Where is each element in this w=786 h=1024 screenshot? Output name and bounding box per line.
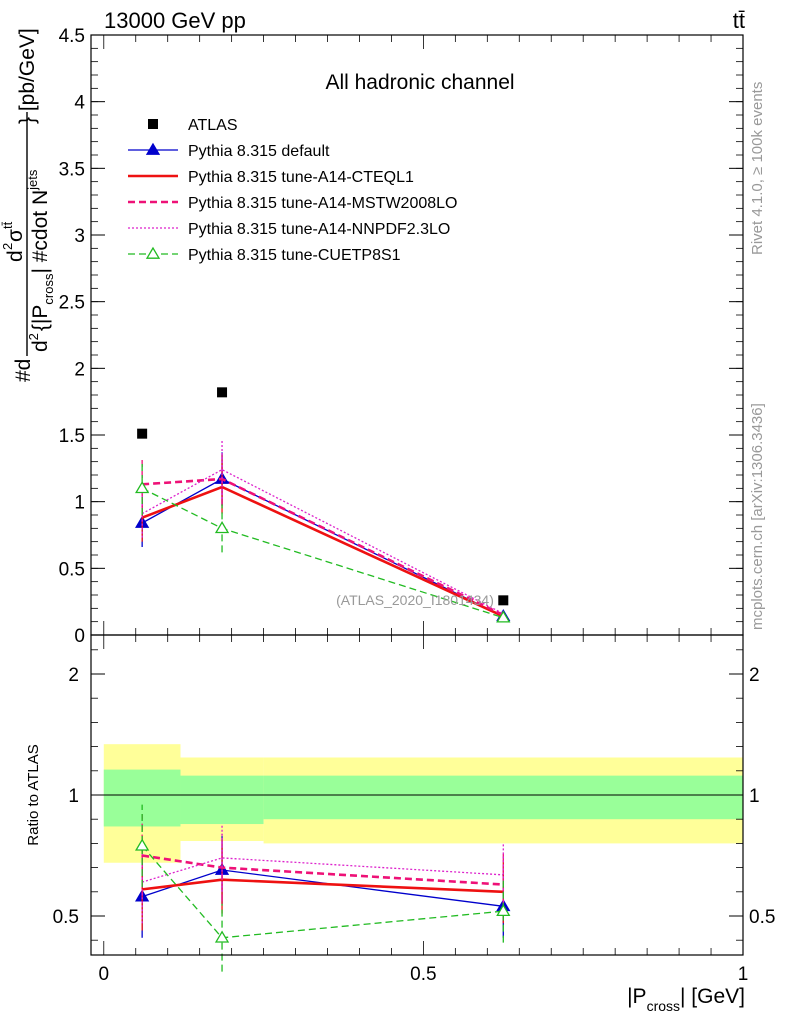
ratio-y-tick-label: 1 [68,786,79,807]
legend-swatch-marker [148,119,158,129]
ratio-y-tick-label-right: 1 [749,786,760,807]
ratio-y-tick-label-right: 0.5 [749,907,775,928]
main-y-tick-label: 3.5 [59,159,85,180]
ratio-y-label: Ratio to ATLAS [25,744,42,845]
main-series-line [141,468,504,615]
ylabel-brace-close: } [pb/GeV] [16,28,39,124]
ylabel-den-sub: cross [41,273,56,305]
ratio-panel: 2 21 10.5 0.5 0 0.5 1 Ratio to ATLAS [25,634,775,985]
xlabel-tail: | [GeV] [680,985,745,1008]
ratio-y-tick-label: 0.5 [53,907,79,928]
ylabel-den-sup: 2 [26,333,41,340]
main-point-marker [214,521,230,534]
x-axis-label: |Pcross| [GeV] [627,985,745,1014]
ratio-point-marker [496,903,511,917]
legend-label: Pythia 8.315 tune-A14-NNPDF2.3LO [188,221,450,238]
main-y-label: #d d 2 σ tt̄ d2{|Pcross| #cdot Njets } [… [0,28,56,382]
main-y-tick-label: 2 [74,359,85,380]
main-y-tick-label: 0 [74,626,85,647]
rivet-caption: Rivet 4.1.0, ≥ 100k events [749,82,766,255]
ratio-band-green [263,775,743,820]
energy-label: 13000 GeV pp [104,8,246,33]
legend-label: Pythia 8.315 tune-A14-MSTW2008LO [188,195,457,212]
xlabel-sub: cross [647,998,680,1014]
main-y-tick-label: 1.5 [59,426,85,447]
main-point-marker [135,481,150,494]
main-y-tick-label: 2.5 [59,293,85,314]
legend-label: Pythia 8.315 default [188,143,330,160]
ylabel-den-body: {|P [29,305,52,331]
atlas-data-group [137,387,509,606]
main-y-tick-label: 4 [74,93,85,114]
mcplots-caption: mcplots.cern.ch [arXiv:1306.3436] [749,403,766,630]
ratio-series-line [141,854,504,886]
ratio-point-marker [214,930,230,943]
main-point-marker [496,610,511,623]
legend-label: ATLAS [188,117,238,134]
analysis-watermark: (ATLAS_2020_I1801434) [336,592,494,608]
x-tick-label: 0 [98,964,109,985]
legend-label: Pythia 8.315 tune-A14-CTEQL1 [188,169,414,186]
atlas-data-point [217,387,228,398]
atlas-data-point [137,428,148,439]
ratio-y-ticks: 2 2 1 1 0.5 0.5 [53,649,775,941]
main-y-tick-label: 4.5 [59,26,85,47]
ylabel-sigma-sup: tt̄ [0,221,15,229]
ratio-y-tick-label-right: 2 [749,665,760,686]
process-label: tt̄ [733,8,745,33]
main-y-tick-label: 0.5 [59,559,85,580]
main-series-group [135,440,511,623]
ylabel-sigma: σ [4,229,27,242]
ratio-series-group [135,804,511,972]
ylabel-hash-d: #d [12,359,35,382]
main-panel: 4.5 4 3.5 3 2.5 2 1.5 1 0.5 0 All hadronic channe… [59,26,744,647]
ylabel-frac-num-sup: 2 [0,243,15,250]
legend: ATLAS Pythia 8.315 default Pythia 8.315 tu… [128,117,457,264]
legend-swatch-marker [145,246,161,259]
ylabel-den-lead: d [29,340,52,352]
ylabel-den-body2: | #cdot N [29,190,52,274]
ylabel-frac-num: d [4,250,27,262]
ylabel-den-sup2: jets [25,169,40,191]
main-x-ticks [103,35,744,635]
atlas-data-point [498,595,509,606]
main-y-tick-label: 3 [74,226,85,247]
legend-label: Pythia 8.315 tune-CUETP8S1 [188,247,401,264]
ratio-series-line [141,845,504,939]
legend-swatch-marker [145,142,161,155]
ratio-point-marker [135,838,150,851]
ratio-uncertainty-bands [103,744,743,863]
ratio-band-green [180,775,264,825]
ratio-y-tick-label: 2 [68,665,79,686]
x-tick-label: 1 [738,964,749,985]
ratio-x-ticks: 0 0.5 1 [98,635,748,985]
channel-label: All hadronic channel [325,71,514,94]
main-y-tick-label: 1 [74,493,85,514]
xlabel-main: |P [627,985,646,1008]
svg-text:d2{|Pcross| #cdot Njets: d2 {|Pcross| #cdot Njets [25,169,56,352]
x-tick-label: 0.5 [410,964,436,985]
main-y-ticks: 4.5 4 3.5 3 2.5 2 1.5 1 0.5 0 [59,26,743,647]
